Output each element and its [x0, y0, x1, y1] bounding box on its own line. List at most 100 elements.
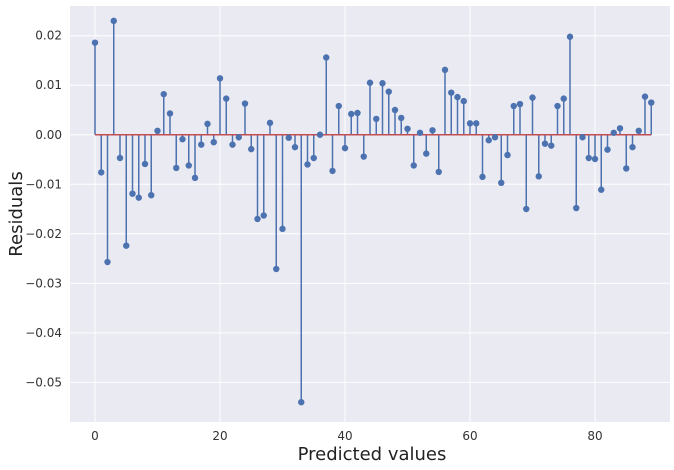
- stem-marker: [354, 109, 361, 117]
- stem-marker: [229, 141, 236, 148]
- stem-marker: [410, 162, 417, 169]
- stem-marker: [423, 150, 430, 157]
- y-tick-label: −0.04: [25, 326, 62, 340]
- stem-marker: [310, 154, 317, 162]
- y-tick-label: 0.00: [35, 128, 62, 142]
- stem-marker: [629, 143, 636, 151]
- stem-marker: [479, 173, 486, 181]
- y-tick-label: −0.01: [25, 177, 62, 191]
- stem-marker: [216, 75, 224, 82]
- stem-marker: [160, 90, 167, 98]
- stem-marker: [348, 110, 355, 118]
- stem-marker: [285, 134, 292, 141]
- stem-marker: [429, 127, 436, 134]
- stem-marker: [610, 129, 617, 136]
- plot-area: [70, 6, 670, 422]
- stem-marker: [304, 161, 311, 168]
- stem-marker: [260, 212, 267, 219]
- stem-marker: [373, 115, 380, 123]
- stem-marker: [210, 138, 217, 146]
- y-axis-ticks: 0.02 0.01 0.00 −0.01 −0.02 −0.03 −0.04 −0.05: [25, 29, 62, 390]
- stem-marker: [241, 100, 249, 107]
- y-tick-label: 0.01: [35, 78, 62, 92]
- stem-marker: [291, 143, 299, 151]
- stem-marker: [323, 54, 330, 61]
- stem-marker: [604, 146, 611, 153]
- stem-marker: [473, 120, 480, 127]
- stem-marker: [398, 114, 405, 122]
- stem-marker: [535, 173, 542, 180]
- stem-marker: [591, 155, 599, 163]
- stem-marker: [129, 190, 136, 197]
- stem-marker: [404, 125, 411, 133]
- stem-marker: [573, 204, 580, 212]
- stem-marker: [223, 95, 230, 102]
- stem-marker: [385, 88, 392, 95]
- y-tick-label: 0.02: [35, 29, 62, 43]
- stem-marker: [204, 120, 211, 128]
- stem-marker: [510, 102, 517, 110]
- y-tick-label: −0.02: [25, 227, 62, 241]
- stem-marker: [566, 33, 574, 40]
- stem-marker: [523, 205, 530, 213]
- stem-marker: [185, 162, 192, 169]
- stem-marker: [485, 137, 492, 144]
- stem-marker: [266, 119, 274, 127]
- x-tick-label: 20: [212, 429, 227, 443]
- stem-marker: [191, 174, 199, 182]
- stem-marker: [316, 131, 324, 138]
- stem-marker: [110, 17, 117, 25]
- stem-marker: [173, 164, 180, 172]
- stem-marker: [516, 100, 524, 108]
- stem-marker: [641, 93, 649, 100]
- stem-markers: [91, 17, 655, 406]
- stem-marker: [254, 215, 261, 223]
- stem-marker: [541, 140, 549, 147]
- stem-marker: [560, 95, 567, 102]
- stem-marker: [329, 167, 336, 175]
- stem-marker: [548, 142, 555, 149]
- stem-marker: [298, 398, 305, 406]
- stem-marker: [341, 144, 349, 152]
- stem-marker: [335, 102, 342, 110]
- stem-marker: [360, 153, 367, 160]
- x-tick-label: 60: [462, 429, 477, 443]
- stem-marker: [635, 127, 642, 134]
- stem-marker: [141, 160, 149, 168]
- stem-marker: [435, 168, 442, 176]
- x-tick-label: 40: [337, 429, 352, 443]
- stem-marker: [498, 179, 505, 186]
- stem-marker: [104, 258, 111, 266]
- x-axis-label: Predicted values: [298, 444, 447, 465]
- stem-marker: [248, 145, 255, 153]
- stem-marker: [391, 106, 399, 114]
- stem-marker: [123, 242, 130, 249]
- stem-marker: [166, 110, 174, 117]
- stem-marker: [648, 99, 655, 106]
- stem-marker: [379, 80, 386, 87]
- stem-marker: [366, 79, 374, 86]
- stem-marker: [598, 186, 605, 193]
- stem-marker: [441, 66, 449, 74]
- stem-marker: [579, 134, 586, 141]
- stem-marker: [623, 165, 630, 172]
- stem-marker: [448, 89, 455, 96]
- y-tick-label: −0.03: [25, 276, 62, 290]
- stem-marker: [154, 127, 161, 134]
- stem-marker: [235, 134, 242, 141]
- stem-marker: [554, 102, 561, 110]
- x-axis-ticks: 0 20 40 60 80: [91, 429, 602, 443]
- x-tick-label: 80: [587, 429, 602, 443]
- stem-marker: [91, 39, 99, 46]
- stem-marker: [529, 94, 536, 101]
- stem-marker: [116, 154, 124, 162]
- stem-marker: [491, 134, 499, 141]
- stem-marker: [585, 154, 592, 162]
- stem-marker: [273, 265, 280, 273]
- stem-lines: [94, 20, 652, 403]
- stem-marker: [504, 151, 511, 159]
- stem-marker: [460, 97, 467, 105]
- stem-marker: [279, 225, 286, 233]
- stem-marker: [466, 120, 474, 127]
